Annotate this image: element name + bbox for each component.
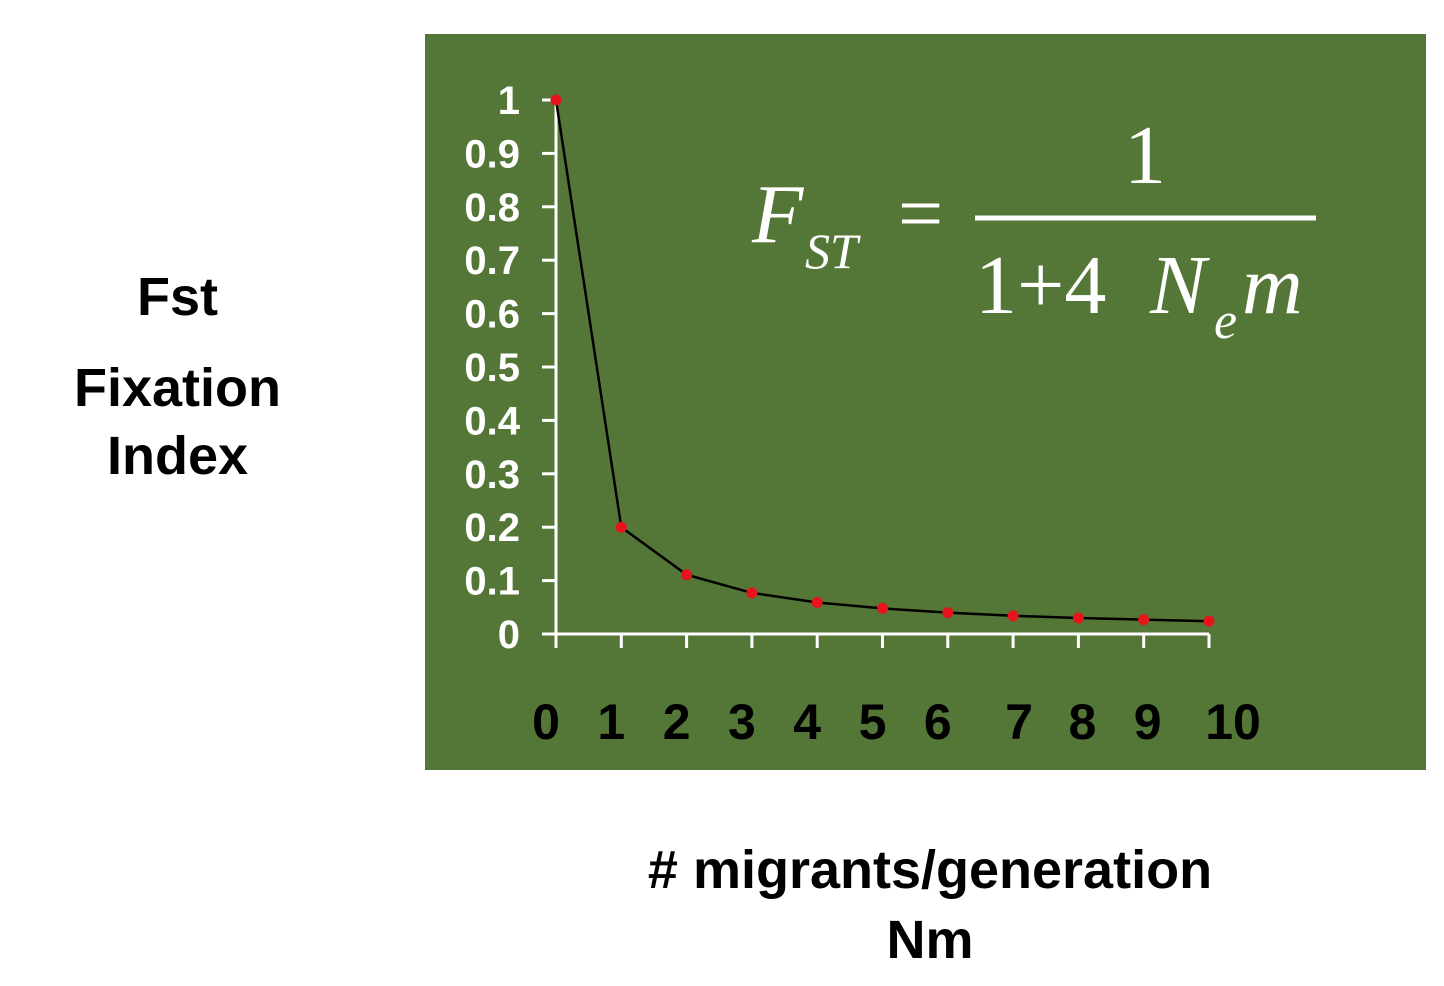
x-tick-label: 8 <box>1068 694 1096 750</box>
x-tick-label: 4 <box>793 694 821 750</box>
y-tick-label: 0.4 <box>464 399 520 443</box>
x-tick-label: 7 <box>1005 694 1033 750</box>
y-tick-label: 0 <box>498 613 520 657</box>
x-tick-label: 3 <box>728 694 756 750</box>
y-tick-label: 1 <box>498 79 520 123</box>
data-point <box>1072 612 1084 624</box>
x-axis-title: # migrants/generation Nm <box>560 843 1300 967</box>
data-point <box>1203 615 1215 627</box>
formula-denominator-m: m <box>1242 239 1303 332</box>
data-point <box>681 569 693 581</box>
formula-denominator-n: N <box>1149 239 1210 332</box>
fst-formula: F ST = 1 1+4 N e m <box>751 109 1316 350</box>
y-axis-title-line-1: Fst <box>137 267 218 327</box>
x-tick-label: 10 <box>1205 694 1261 750</box>
data-point <box>746 587 758 599</box>
formula-lhs-subscript: ST <box>805 223 861 279</box>
data-point <box>615 521 627 533</box>
y-tick-label: 0.6 <box>464 293 520 337</box>
data-point <box>550 94 562 106</box>
data-point <box>1007 610 1019 622</box>
y-tick-label: 0.2 <box>464 506 520 550</box>
data-point <box>811 596 823 608</box>
series-fst <box>550 94 1215 627</box>
x-tick-label: 9 <box>1134 694 1162 750</box>
x-tick-label: 1 <box>597 694 625 750</box>
formula-numerator: 1 <box>1124 109 1166 202</box>
data-point <box>942 607 954 619</box>
formula-lhs: F <box>751 168 805 261</box>
x-axis-title-line-1: # migrants/generation <box>647 840 1213 900</box>
axes: 00.10.20.30.40.50.60.70.80.910 1 2 3 4 5 6 7 8 9 1… <box>464 79 1260 750</box>
x-tick-label: 6 <box>924 694 952 750</box>
data-point <box>877 602 888 614</box>
y-axis-title-line-3: Index <box>106 426 249 486</box>
y-tick-label: 0.5 <box>464 346 520 390</box>
x-tick-label: 2 <box>663 694 691 750</box>
data-point <box>1138 614 1150 626</box>
formula-denominator-prefix: 1+4 <box>975 239 1106 332</box>
x-axis-title-line-2: Nm <box>886 910 974 970</box>
y-axis-title-line-2: Fixation <box>73 358 281 418</box>
formula-denominator-subscript: e <box>1214 293 1237 350</box>
chart-panel <box>425 34 1426 770</box>
y-tick-label: 0.3 <box>464 453 520 497</box>
y-tick-label: 0.9 <box>464 132 520 176</box>
formula-equals: = <box>898 170 943 258</box>
y-tick-label: 0.8 <box>464 186 520 230</box>
y-axis-title: Fst Fixation Index <box>60 270 295 483</box>
x-tick-label: 0 <box>532 694 560 750</box>
y-tick-label: 0.1 <box>464 560 520 604</box>
y-tick-label: 0.7 <box>464 239 520 283</box>
x-tick-label: 5 <box>859 694 887 750</box>
